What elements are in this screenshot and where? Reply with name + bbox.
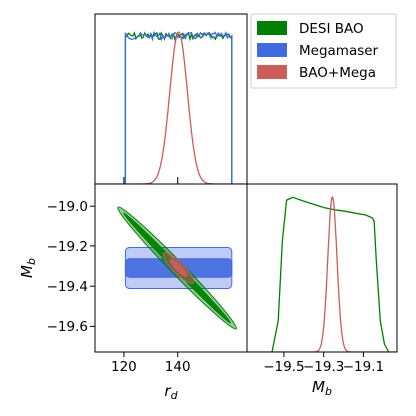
x-tick-label: −19.3 [303, 359, 344, 375]
rd-marginal-curves [95, 30, 247, 184]
y-tick-label: −19.2 [47, 239, 88, 255]
y-tick-label: −19.6 [47, 319, 88, 335]
series-line-megamaser [124, 30, 233, 184]
y-tick-label: −19.4 [47, 279, 88, 295]
mb-marginal-curves [247, 195, 397, 352]
rd-marginal-panel [94, 13, 248, 185]
x-axis-mb: −19.5 −19.3 −19.1 Mb [263, 352, 384, 398]
legend-frame [250, 13, 397, 89]
series-line-bao-mega [247, 195, 397, 352]
mb-marginal-panel: −19.5 −19.3 −19.1 Mb [246, 183, 398, 398]
legend-swatch [257, 65, 287, 79]
bao-mega-1sigma [169, 258, 188, 278]
x-axis: 120 140 rd [111, 352, 191, 402]
x-tick-label: −19.5 [263, 359, 304, 375]
x-axis-label: Mb [312, 378, 332, 398]
legend-entry-desi-bao: DESI BAO [257, 21, 364, 37]
y-axis: −19.0 −19.2 −19.4 −19.6 Mb [18, 199, 95, 335]
legend-label: Megamaser [299, 43, 379, 59]
legend-entry-bao-mega: BAO+Mega [257, 65, 376, 81]
x-axis-label: rd [164, 382, 178, 402]
legend-label: DESI BAO [299, 21, 364, 37]
legend-label: BAO+Mega [299, 65, 376, 81]
x-tick-label: 120 [111, 359, 137, 375]
y-tick-label: −19.0 [47, 199, 88, 215]
y-axis-label: Mb [18, 258, 38, 278]
series-line-desi-bao [124, 31, 233, 184]
series-line-bao-mega [95, 31, 247, 184]
x-tick-label: 140 [165, 359, 191, 375]
bao-mega-contours [162, 251, 195, 285]
legend: DESI BAO Megamaser BAO+Mega [250, 13, 397, 89]
x-tick-label: −19.1 [343, 359, 384, 375]
series-line-desi-bao [271, 196, 390, 352]
legend-swatch [257, 43, 287, 57]
legend-entry-megamaser: Megamaser [257, 43, 379, 59]
rd-mb-contour-panel: −19.0 −19.2 −19.4 −19.6 Mb 120 140 rd [18, 183, 248, 402]
legend-swatch [257, 21, 287, 35]
